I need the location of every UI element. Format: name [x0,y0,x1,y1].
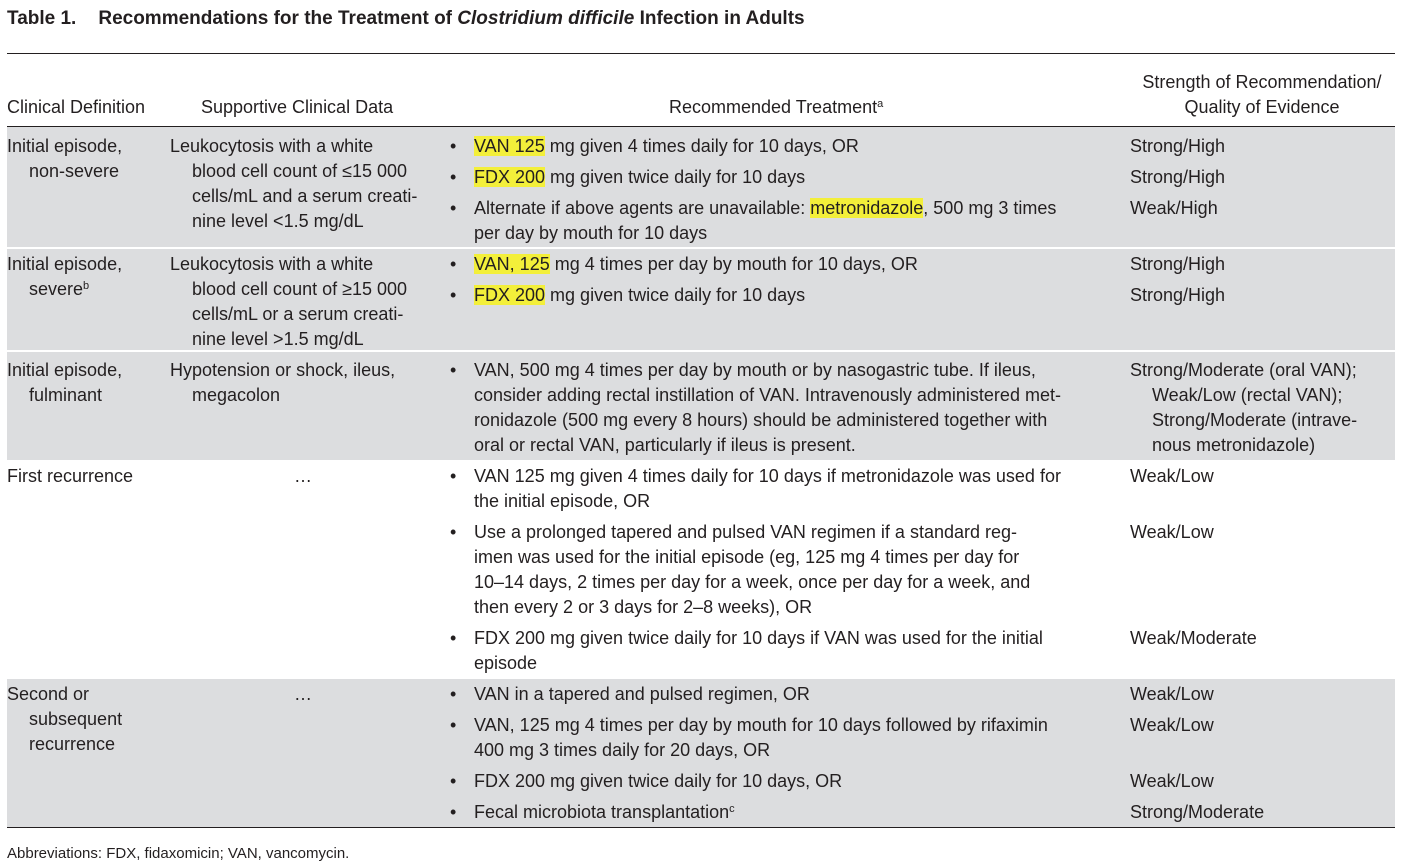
strength-value: Weak/Low [1130,684,1214,704]
footnote-abbreviations: Abbreviations: FDX, fidaxomicin; VAN, va… [7,845,350,862]
row-separator [7,247,1395,249]
strength-value: Strong/High [1130,167,1226,187]
strength-value: Strong/High [1130,254,1226,274]
highlight: FDX 200 [474,285,546,305]
table-row-1-definition: Initial episode, non-severe [7,136,123,181]
highlight: metronidazole [810,198,924,218]
table-label: Table 1. [7,8,77,29]
row-band-1 [7,127,1395,248]
header-recommended-treatment: Recommended Treatmenta [669,97,884,117]
table-row-2-definition: Initial episode, severeb [7,254,123,299]
highlight: FDX 200 [474,167,546,187]
treatment-item: • FDX 200 mg given twice daily for 10 da… [450,285,806,305]
strength-value: Strong/High [1130,285,1226,305]
treatment-item: • Fecal microbiota transplantationc [450,802,735,822]
strength-value: Weak/Low [1130,466,1214,486]
treatment-item: • VAN, 500 mg 4 times per day by mouth o… [450,360,1061,455]
ellipsis: … [294,466,314,486]
table-row-4-definition: First recurrence [7,466,134,486]
treatment-item: • VAN, 125 mg 4 times per day by mouth f… [450,254,918,274]
table-row-3-definition: Initial episode, fulminant [7,360,123,405]
strength-value: Weak/High [1130,198,1218,218]
ellipsis: … [294,684,314,704]
treatment-item: • VAN 125 mg given 4 times daily for 10 … [450,136,859,156]
header-strength: Strength of Recommendation/ Quality of E… [1142,72,1382,117]
row-band-3 [7,352,1395,460]
strength-value: Strong/High [1130,136,1226,156]
strength-value: Weak/Low [1130,522,1214,542]
strength-value: Strong/Moderate [1130,802,1265,822]
row-separator [7,350,1395,352]
strength-value: Weak/Low [1130,715,1214,735]
header-supportive-data: Supportive Clinical Data [201,97,394,117]
header-clinical-definition: Clinical Definition [7,97,146,117]
table-row-3-supportive: Hypotension or shock, ileus, megacolon [170,360,396,405]
organism-name: Clostridium difficile [457,8,635,29]
strength-value: Weak/Moderate [1130,628,1257,648]
treatment-item: • FDX 200 mg given twice daily for 10 da… [450,167,806,187]
treatment-item: • Use a prolonged tapered and pulsed VAN… [450,522,1031,617]
treatment-item: • Alternate if above agents are unavaila… [450,198,1057,243]
treatment-item: • VAN, 125 mg 4 times per day by mouth f… [450,715,1048,760]
table-row-2-supportive: Leukocytosis with a white blood cell cou… [170,254,408,349]
highlight: VAN, 125 [474,254,550,274]
strength-value: Weak/Low [1130,771,1214,791]
treatment-item: • VAN 125 mg given 4 times daily for 10 … [450,466,1061,511]
header-rule [7,126,1395,127]
row-band-2 [7,249,1395,351]
top-rule [7,53,1395,54]
row-band-5 [7,679,1395,827]
strength-value: Strong/Moderate (oral VAN); Weak/Low (re… [1130,360,1358,455]
table-title: Table 1. Recommendations for the Treatmen… [7,8,805,29]
treatment-item: • FDX 200 mg given twice daily for 10 da… [450,771,843,791]
table-row-5-definition: Second or subsequent recurrence [7,684,123,754]
treatment-item: • VAN in a tapered and pulsed regimen, O… [450,684,810,704]
treatment-item: • FDX 200 mg given twice daily for 10 da… [450,628,1043,673]
bottom-rule [7,827,1395,828]
table-row-1-supportive: Leukocytosis with a white blood cell cou… [170,136,418,231]
highlight: VAN 125 [474,136,545,156]
